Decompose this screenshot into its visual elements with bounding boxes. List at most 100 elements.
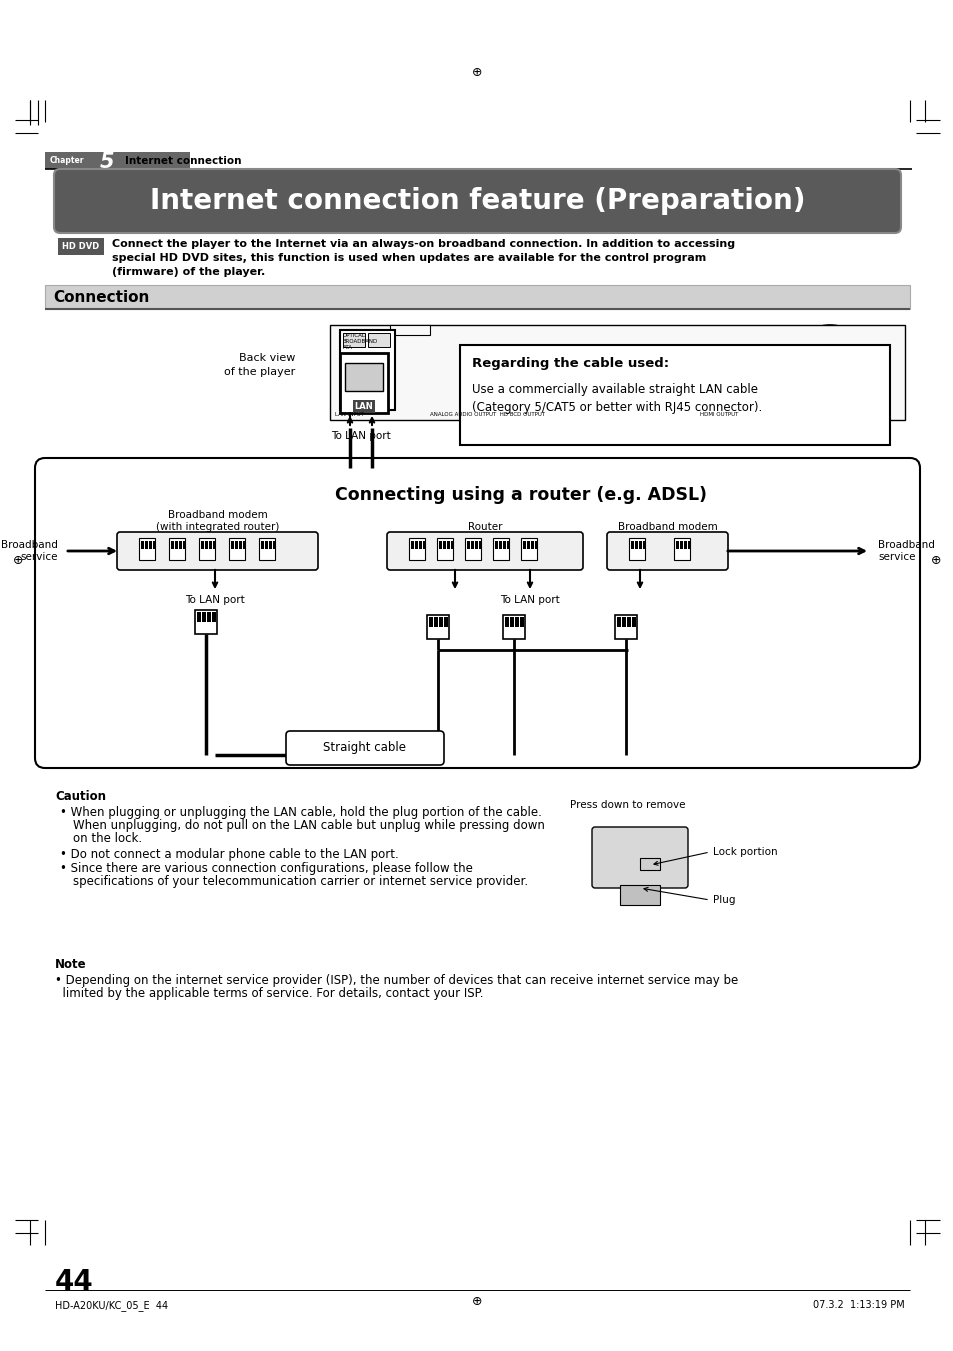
Text: HD DVD: HD DVD bbox=[62, 242, 99, 251]
Bar bbox=[194, 611, 216, 634]
Bar bbox=[365, 365, 370, 376]
Bar bbox=[447, 540, 450, 549]
Bar bbox=[526, 540, 530, 549]
Text: • Since there are various connection configurations, please follow the: • Since there are various connection con… bbox=[60, 862, 473, 875]
Bar bbox=[630, 540, 634, 549]
Bar bbox=[504, 617, 509, 627]
Bar bbox=[343, 332, 365, 347]
Text: (firmware) of the player.: (firmware) of the player. bbox=[112, 267, 265, 277]
Bar bbox=[438, 617, 442, 627]
FancyBboxPatch shape bbox=[606, 532, 727, 570]
Text: Use a commercially available straight LAN cable: Use a commercially available straight LA… bbox=[472, 382, 758, 396]
Text: Broadband
service: Broadband service bbox=[1, 540, 58, 562]
Text: Regarding the cable used:: Regarding the cable used: bbox=[472, 357, 668, 370]
Bar bbox=[45, 153, 190, 169]
Bar bbox=[339, 330, 395, 409]
Bar bbox=[679, 540, 682, 549]
Bar bbox=[475, 540, 477, 549]
Text: Connecting using a router (e.g. ADSL): Connecting using a router (e.g. ADSL) bbox=[335, 486, 706, 504]
Bar bbox=[495, 540, 497, 549]
Bar bbox=[58, 238, 104, 255]
Bar bbox=[427, 615, 449, 639]
Text: 07.3.2  1:13:19 PM: 07.3.2 1:13:19 PM bbox=[812, 1300, 904, 1310]
Text: (Category 5/CAT5 or better with RJ45 connector).: (Category 5/CAT5 or better with RJ45 con… bbox=[472, 401, 761, 413]
Bar bbox=[510, 617, 514, 627]
Text: • Depending on the internet service provider (ISP), the number of devices that c: • Depending on the internet service prov… bbox=[55, 974, 738, 988]
Bar bbox=[506, 540, 510, 549]
FancyBboxPatch shape bbox=[387, 532, 582, 570]
Bar bbox=[145, 540, 148, 549]
Bar bbox=[635, 540, 638, 549]
Bar bbox=[229, 538, 245, 561]
Text: To LAN port: To LAN port bbox=[499, 594, 559, 605]
Bar bbox=[174, 540, 178, 549]
Bar bbox=[213, 540, 215, 549]
Bar bbox=[502, 540, 505, 549]
Text: Caution: Caution bbox=[55, 790, 106, 802]
Bar bbox=[269, 540, 272, 549]
Text: ⊕: ⊕ bbox=[471, 65, 482, 78]
Bar bbox=[522, 540, 525, 549]
Bar bbox=[234, 540, 237, 549]
Text: limited by the applicable terms of service. For details, contact your ISP.: limited by the applicable terms of servi… bbox=[55, 988, 483, 1000]
Text: Plug: Plug bbox=[712, 894, 735, 905]
Text: To LAN port: To LAN port bbox=[331, 431, 391, 440]
Text: Internet connection feature (Preparation): Internet connection feature (Preparation… bbox=[150, 186, 804, 215]
Bar bbox=[179, 540, 182, 549]
Bar bbox=[493, 538, 509, 561]
Bar bbox=[683, 540, 686, 549]
Text: on the lock.: on the lock. bbox=[73, 832, 142, 844]
Bar bbox=[212, 612, 215, 621]
Bar bbox=[467, 540, 470, 549]
Bar bbox=[152, 540, 156, 549]
Bar bbox=[515, 617, 518, 627]
Bar bbox=[149, 540, 152, 549]
Bar bbox=[615, 615, 637, 639]
Bar bbox=[330, 326, 904, 420]
Bar bbox=[689, 362, 744, 380]
Text: Connection: Connection bbox=[53, 289, 150, 304]
Bar bbox=[436, 538, 453, 561]
Bar bbox=[422, 540, 426, 549]
Bar bbox=[687, 540, 690, 549]
Text: Chapter: Chapter bbox=[50, 155, 85, 165]
Bar bbox=[339, 353, 388, 413]
Bar bbox=[209, 540, 212, 549]
Text: ⊕: ⊕ bbox=[471, 1296, 482, 1308]
Text: OPTICAL
BROADBAND
ATA: OPTICAL BROADBAND ATA bbox=[343, 332, 377, 350]
Text: HDMI OUTPUT: HDMI OUTPUT bbox=[700, 412, 738, 417]
Bar bbox=[642, 540, 645, 549]
Bar bbox=[349, 365, 354, 376]
Text: ⊕: ⊕ bbox=[12, 554, 23, 566]
Text: Lock portion: Lock portion bbox=[712, 847, 777, 857]
Bar bbox=[243, 540, 246, 549]
Bar bbox=[265, 540, 268, 549]
Bar bbox=[409, 538, 424, 561]
Bar bbox=[502, 615, 524, 639]
Bar bbox=[356, 365, 361, 376]
Text: Connect the player to the Internet via an always-on broadband connection. In add: Connect the player to the Internet via a… bbox=[112, 239, 735, 249]
Bar bbox=[464, 538, 480, 561]
Text: 44: 44 bbox=[55, 1269, 93, 1296]
Bar bbox=[619, 885, 659, 905]
Text: Internet connection: Internet connection bbox=[125, 155, 241, 166]
Bar bbox=[231, 540, 233, 549]
Text: Broadband modem: Broadband modem bbox=[617, 521, 717, 532]
Bar bbox=[273, 540, 275, 549]
Bar bbox=[443, 617, 448, 627]
Text: LAN: LAN bbox=[355, 403, 373, 411]
Bar bbox=[205, 540, 208, 549]
Bar bbox=[429, 617, 433, 627]
Bar bbox=[438, 540, 441, 549]
FancyBboxPatch shape bbox=[54, 169, 900, 232]
FancyBboxPatch shape bbox=[592, 827, 687, 888]
Bar bbox=[239, 540, 242, 549]
Text: special HD DVD sites, this function is used when updates are available for the c: special HD DVD sites, this function is u… bbox=[112, 253, 705, 263]
Text: Press down to remove: Press down to remove bbox=[569, 800, 685, 811]
Bar bbox=[617, 617, 620, 627]
Text: Broadband modem
(with integrated router): Broadband modem (with integrated router) bbox=[155, 509, 279, 532]
Bar bbox=[415, 540, 417, 549]
Bar bbox=[171, 540, 173, 549]
Bar bbox=[258, 538, 274, 561]
Bar bbox=[207, 612, 211, 621]
